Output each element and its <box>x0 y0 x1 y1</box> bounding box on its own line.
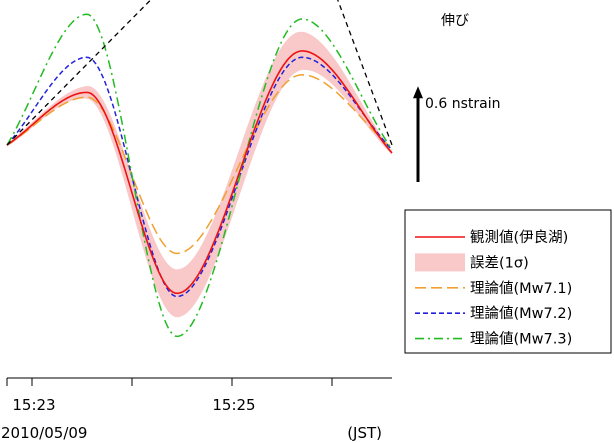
legend-label: 理論値(Mw7.1) <box>470 280 572 297</box>
x-axis: 15:23 15:25 2010/05/09 (JST) <box>1 377 392 442</box>
date-label: 2010/05/09 <box>1 424 87 442</box>
legend-label: 理論値(Mw7.3) <box>470 331 572 348</box>
legend-box <box>404 209 612 354</box>
scale-bar: 0.6 nstrain 伸び <box>413 13 500 182</box>
series-line-mw7.3 <box>6 13 393 338</box>
trend-line-1 <box>6 0 152 146</box>
series-line-observed <box>6 50 393 295</box>
scale-bar-direction-label: 伸び <box>441 13 469 29</box>
series-line-mw7.1 <box>6 74 393 255</box>
legend-label: 理論値(Mw7.2) <box>470 305 572 322</box>
scale-bar-label: 0.6 nstrain <box>425 96 500 112</box>
legend: 観測値(伊良湖) 誤差(1σ) 理論値(Mw7.1) 理論値(Mw7.2) 理論値(Mw… <box>404 209 612 354</box>
legend-label: 観測値(伊良湖) <box>470 229 568 246</box>
error-band <box>7 31 392 318</box>
series-line-mw7.2 <box>6 56 393 298</box>
timezone-label: (JST) <box>347 424 382 442</box>
legend-label: 誤差(1σ) <box>470 254 529 271</box>
plot-area <box>6 0 393 338</box>
legend-swatch-band <box>415 253 465 272</box>
scale-bar-arrowhead-icon <box>413 86 423 99</box>
x-tick-label: 15:23 <box>12 396 55 414</box>
x-tick-label: 15:25 <box>212 396 255 414</box>
